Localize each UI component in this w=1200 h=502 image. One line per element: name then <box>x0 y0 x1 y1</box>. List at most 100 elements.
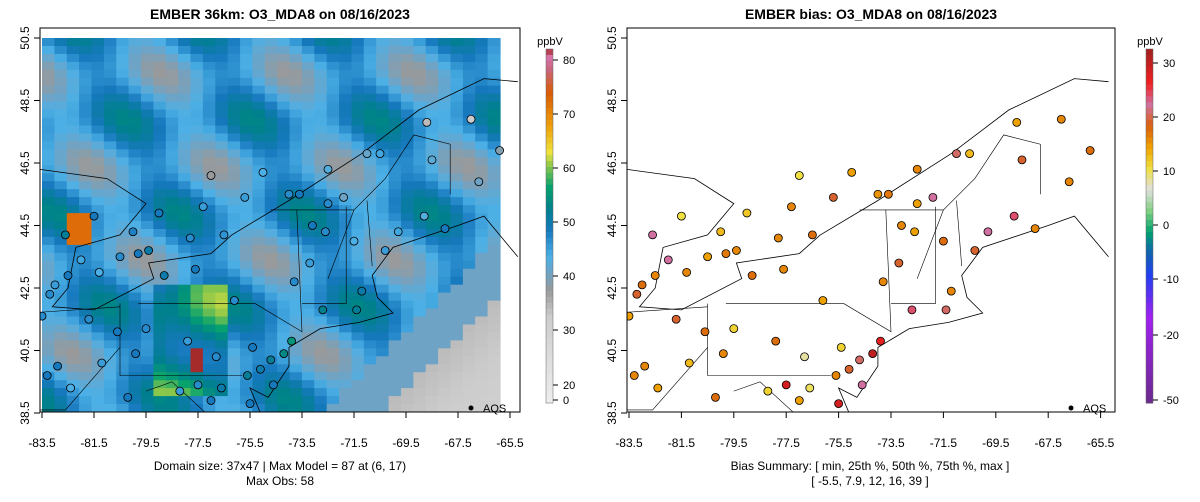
heatmap-cell <box>103 364 117 373</box>
heatmap-cell <box>438 388 452 397</box>
heatmap-cell <box>240 364 254 373</box>
heatmap-cell <box>450 141 464 150</box>
heatmap-cell <box>153 284 167 294</box>
heatmap-cell <box>351 189 365 198</box>
heatmap-cell <box>178 173 192 182</box>
heatmap-cell <box>413 85 427 95</box>
heatmap-cell <box>487 61 501 71</box>
heatmap-cell <box>401 404 414 412</box>
heatmap-cell <box>351 276 365 286</box>
heatmap-cell <box>376 236 390 246</box>
station-point <box>495 146 505 155</box>
heatmap-cell <box>314 157 328 166</box>
heatmap-cell <box>326 380 340 389</box>
heatmap-cell <box>178 324 192 334</box>
heatmap-cell <box>351 93 365 103</box>
heatmap-cell <box>264 364 278 373</box>
heatmap-cell <box>252 244 266 254</box>
heatmap-cell <box>202 101 216 111</box>
heatmap-cell <box>79 284 93 294</box>
heatmap-cell <box>178 46 192 55</box>
heatmap-cell <box>240 229 254 238</box>
heatmap-cell <box>240 77 254 87</box>
heatmap-cell <box>450 372 464 381</box>
heatmap-cell <box>326 252 340 262</box>
heatmap-cell <box>202 189 216 198</box>
heatmap-cell <box>202 46 216 55</box>
heatmap-cell <box>252 197 266 206</box>
heatmap-cell <box>401 221 414 230</box>
heatmap-cell <box>462 324 476 334</box>
heatmap-cell <box>339 38 353 47</box>
bias-point <box>650 271 660 280</box>
heatmap-cell <box>475 404 489 412</box>
bias-point <box>965 149 974 159</box>
station-point <box>185 233 195 243</box>
heatmap-cell <box>202 372 216 381</box>
heatmap-cell <box>277 252 291 262</box>
heatmap-cell <box>141 181 154 190</box>
heatmap-cell <box>264 149 278 158</box>
heatmap-cell <box>178 101 192 111</box>
heatmap-cell <box>215 101 229 111</box>
heatmap-cell <box>116 348 130 357</box>
heatmap-cell <box>252 77 266 87</box>
heatmap-cell <box>475 157 489 166</box>
heatmap-cell <box>301 181 315 190</box>
heatmap-cell <box>363 284 377 294</box>
heatmap-cell <box>475 133 489 143</box>
heatmap-cell <box>202 61 216 71</box>
heatmap-cell <box>240 181 254 190</box>
heatmap-cell <box>487 284 501 294</box>
heatmap-cell <box>339 244 353 254</box>
heatmap-cell <box>42 380 55 389</box>
bias-point <box>970 246 980 255</box>
heatmap-cell <box>66 244 80 254</box>
left-plot-frame <box>39 27 521 413</box>
heatmap-cell <box>413 236 427 246</box>
heatmap-cell <box>462 181 476 190</box>
heatmap-cell <box>462 197 476 206</box>
heatmap-cell <box>388 260 402 270</box>
heatmap-cell <box>475 348 489 357</box>
heatmap-cell <box>190 77 204 87</box>
heatmap-cell <box>66 173 80 182</box>
colorbar-swatch <box>1146 78 1153 85</box>
heatmap-cell <box>103 308 117 318</box>
heatmap-cell <box>79 324 93 334</box>
colorbar-swatch <box>1146 149 1153 156</box>
station-point <box>206 396 216 405</box>
colorbar-swatch <box>546 78 553 85</box>
station-point <box>61 230 70 240</box>
heatmap-cell <box>153 268 167 278</box>
heatmap-cell <box>376 101 390 111</box>
heatmap-cell <box>339 149 353 158</box>
heatmap-cell <box>487 85 501 95</box>
heatmap-cell <box>326 292 340 302</box>
colorbar-tick-label: 80 <box>563 55 575 67</box>
heatmap-cell <box>462 189 476 198</box>
heatmap-cell <box>289 268 303 278</box>
heatmap-cell <box>240 125 254 135</box>
heatmap-cell <box>153 189 167 198</box>
bias-point <box>1017 155 1027 165</box>
heatmap-cell <box>264 404 278 412</box>
heatmap-cell <box>91 324 105 334</box>
heatmap-cell <box>215 77 229 87</box>
heatmap-cell <box>289 69 303 79</box>
station-point <box>362 149 372 159</box>
colorbar-swatch <box>546 196 553 203</box>
heatmap-cell <box>128 340 142 349</box>
heatmap-cell <box>103 348 117 357</box>
heatmap-cell <box>190 356 204 365</box>
heatmap-cell <box>252 38 266 47</box>
heatmap-cell <box>165 284 179 294</box>
heatmap-cell <box>54 38 68 47</box>
bias-point <box>912 164 922 174</box>
heatmap-cell <box>178 221 192 230</box>
heatmap-cell <box>190 149 204 158</box>
heatmap-cell <box>227 244 241 254</box>
heatmap-cell <box>153 356 167 365</box>
heatmap-cell <box>42 141 55 150</box>
heatmap-cell <box>475 149 489 158</box>
